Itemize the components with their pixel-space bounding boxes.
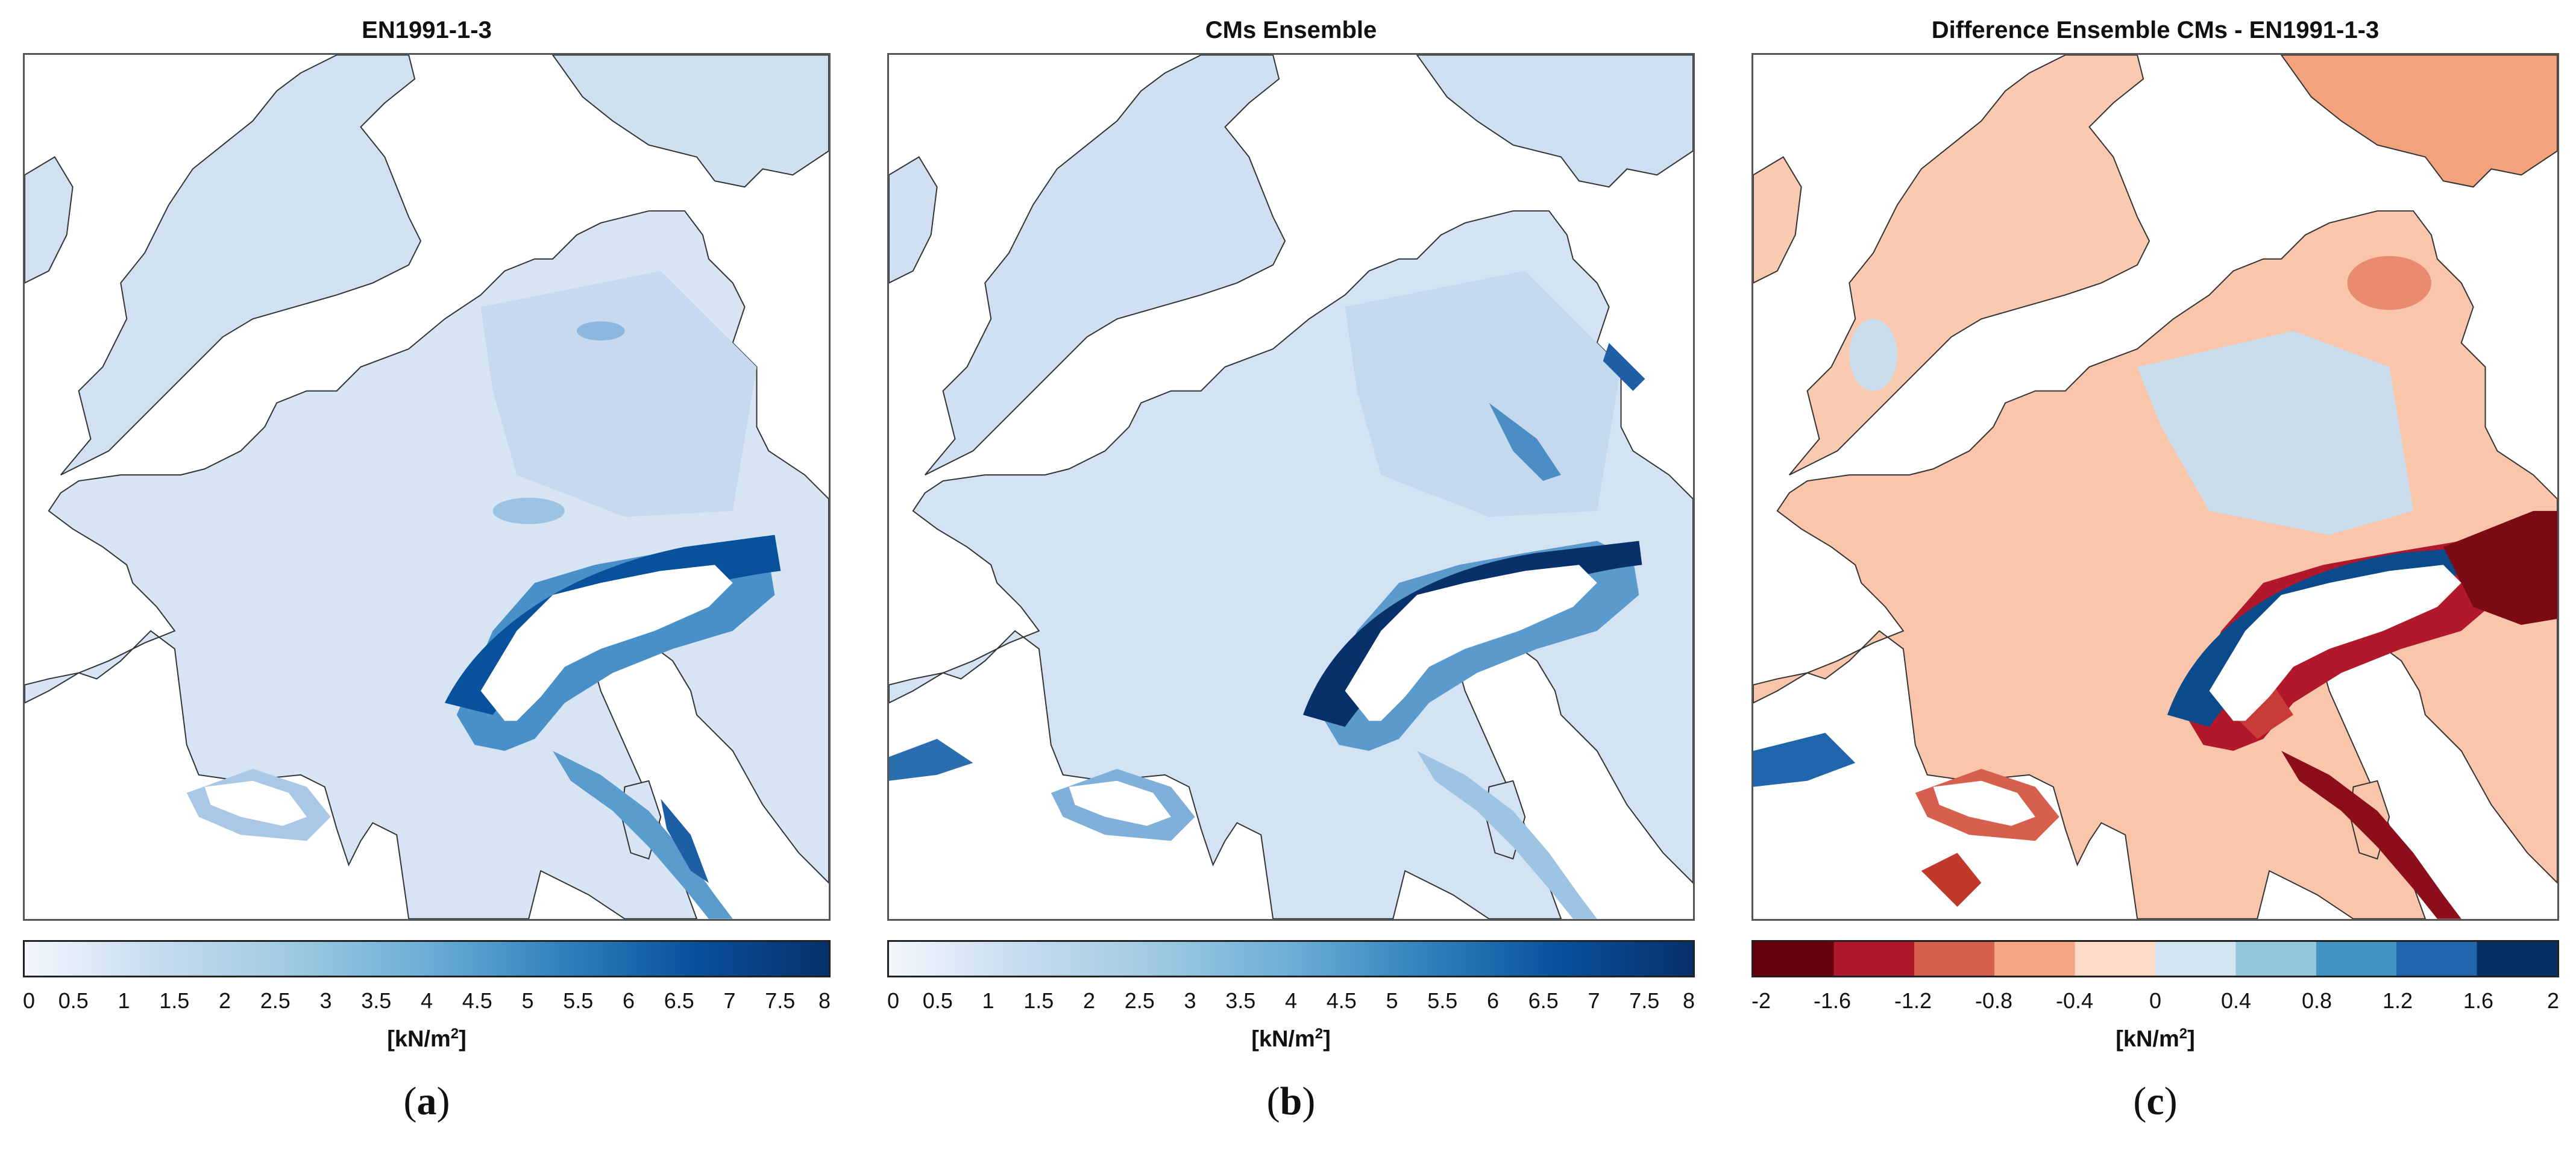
colorbar-unit: [kN/m2]	[1251, 1026, 1331, 1052]
colorbar-tick-label: 0.5	[922, 988, 953, 1013]
colorbar-tick-label: 4.5	[462, 988, 492, 1013]
map-difference	[1751, 53, 2559, 921]
scandinavia	[1416, 55, 1693, 188]
colorbar-tick-label: 3	[319, 988, 332, 1013]
panel-label: (b)	[1266, 1079, 1316, 1123]
scandinavia	[552, 55, 829, 188]
colorbar-tick-label: 0.8	[2301, 988, 2333, 1013]
map-canvas	[889, 55, 1693, 919]
colorbar-tick-label: 5.5	[1427, 988, 1458, 1013]
colorbar-tick-label: -2	[1751, 988, 1771, 1013]
colorbar-tick-label: 4	[1284, 988, 1298, 1013]
colorbar	[23, 940, 831, 977]
panel-a: EN1991-1-3 0 0.5 1 1.5 2 2.5 3 3.5 4 4.5 5 5.5 6 6.5 7…	[23, 0, 831, 1157]
colorbar-tick-label: -0.8	[1974, 988, 2013, 1013]
colorbar-unit: [kN/m2]	[2116, 1026, 2195, 1052]
colorbar-tick-label: 2.5	[260, 988, 291, 1013]
colorbar-tick-label: 0	[887, 988, 900, 1013]
colorbar-tick-label: 5	[521, 988, 534, 1013]
highland-patch	[576, 321, 625, 341]
colorbar-tick-label: 2.5	[1124, 988, 1155, 1013]
colorbar-tick-label: 3	[1184, 988, 1196, 1013]
map-en1991	[23, 53, 831, 921]
ireland	[25, 156, 74, 284]
negative-zone	[2347, 256, 2431, 310]
map-canvas	[1753, 55, 2557, 919]
positive-zone	[1849, 319, 1897, 391]
apennine-core	[661, 798, 709, 883]
colorbar-tick-label: 1.6	[2463, 988, 2494, 1013]
colorbar-ticks: 0 0.5 1 1.5 2 2.5 3 3.5 4 4.5 5 5.5 6 6.5 7 7.5 8	[23, 988, 831, 1018]
panel-label: (a)	[403, 1079, 450, 1123]
colorbar-tick-label: 0	[2149, 988, 2162, 1013]
ireland	[1753, 156, 1802, 284]
colorbar-tick-label: 7	[723, 988, 736, 1013]
alps-negative	[2443, 510, 2557, 625]
ireland	[889, 156, 938, 284]
scandinavia	[2281, 55, 2557, 188]
colorbar-tick-label: 0.4	[2220, 988, 2252, 1013]
colorbar-tick-label: 1	[982, 988, 994, 1013]
colorbar-tick-label: 0.5	[58, 988, 89, 1013]
colorbar-tick-label: 7.5	[765, 988, 796, 1013]
map-canvas	[25, 55, 829, 919]
alps-core	[1302, 541, 1642, 727]
colorbar-ticks: -2 -1.6 -1.2 -0.8 -0.4 0 0.4 0.8 1.2 1.6 2	[1751, 988, 2559, 1018]
panel-title: EN1991-1-3	[362, 17, 492, 43]
colorbar-tick-label: 8	[818, 988, 831, 1013]
colorbar-tick-label: -1.6	[1813, 988, 1852, 1013]
colorbar-tick-label: 8	[1682, 988, 1695, 1013]
colorbar	[887, 940, 1695, 977]
colorbar-tick-label: 2	[2546, 988, 2559, 1013]
colorbar-tick-label: 1.5	[1023, 988, 1054, 1013]
colorbar-unit: [kN/m2]	[387, 1026, 467, 1052]
negative-zone	[1921, 853, 1982, 907]
colorbar-tick-label: -0.4	[2055, 988, 2094, 1013]
panel-label: (c)	[2133, 1079, 2178, 1123]
colorbar-tick-label: 6.5	[1528, 988, 1559, 1013]
highland-patch	[1603, 343, 1645, 391]
colorbar-tick-label: 5.5	[563, 988, 594, 1013]
panel-title: CMs Ensemble	[1205, 17, 1377, 43]
colorbar-tick-label: 2	[1082, 988, 1096, 1013]
colorbar-tick-label: 6	[622, 988, 635, 1013]
highland-patch	[1489, 403, 1561, 481]
map-ensemble	[887, 53, 1695, 921]
colorbar-tick-label: 4	[420, 988, 433, 1013]
colorbar-tick-label: 2	[218, 988, 231, 1013]
cantabrian-positive	[1753, 733, 1856, 787]
colorbar-ticks: 0 0.5 1 1.5 2 2.5 3 3.5 4 4.5 5 5.5 6 6.5 7 7.5 8	[887, 988, 1695, 1018]
colorbar-tick-label: 1.2	[2382, 988, 2413, 1013]
colorbar-tick-label: 6.5	[664, 988, 694, 1013]
cantabrian-ridge	[889, 739, 973, 781]
colorbar-tick-label: 3.5	[1225, 988, 1256, 1013]
colorbar	[1751, 940, 2559, 977]
panel-title: Difference Ensemble CMs - EN1991-1-3	[1931, 17, 2380, 43]
highland-patch	[492, 497, 565, 524]
positive-zone	[2137, 331, 2414, 535]
colorbar-tick-label: 1.5	[159, 988, 190, 1013]
colorbar-tick-label: 0	[23, 988, 36, 1013]
colorbar-tick-label: 7	[1588, 988, 1600, 1013]
colorbar-tick-label: 6	[1486, 988, 1500, 1013]
colorbar-tick-label: 5	[1386, 988, 1398, 1013]
colorbar-tick-label: 1	[118, 988, 130, 1013]
colorbar-tick-label: -1.2	[1894, 988, 1932, 1013]
panel-b: CMs Ensemble 0 0.5 1 1.5 2 2.5 3 3.5 4 4.5 5 5.5 6 6.…	[887, 0, 1695, 1157]
panel-c: Difference Ensemble CMs - EN1991-1-3 -2-…	[1751, 0, 2559, 1157]
colorbar-tick-label: 3.5	[361, 988, 392, 1013]
colorbar-tick-label: 7.5	[1629, 988, 1660, 1013]
colorbar-tick-label: 4.5	[1326, 988, 1357, 1013]
